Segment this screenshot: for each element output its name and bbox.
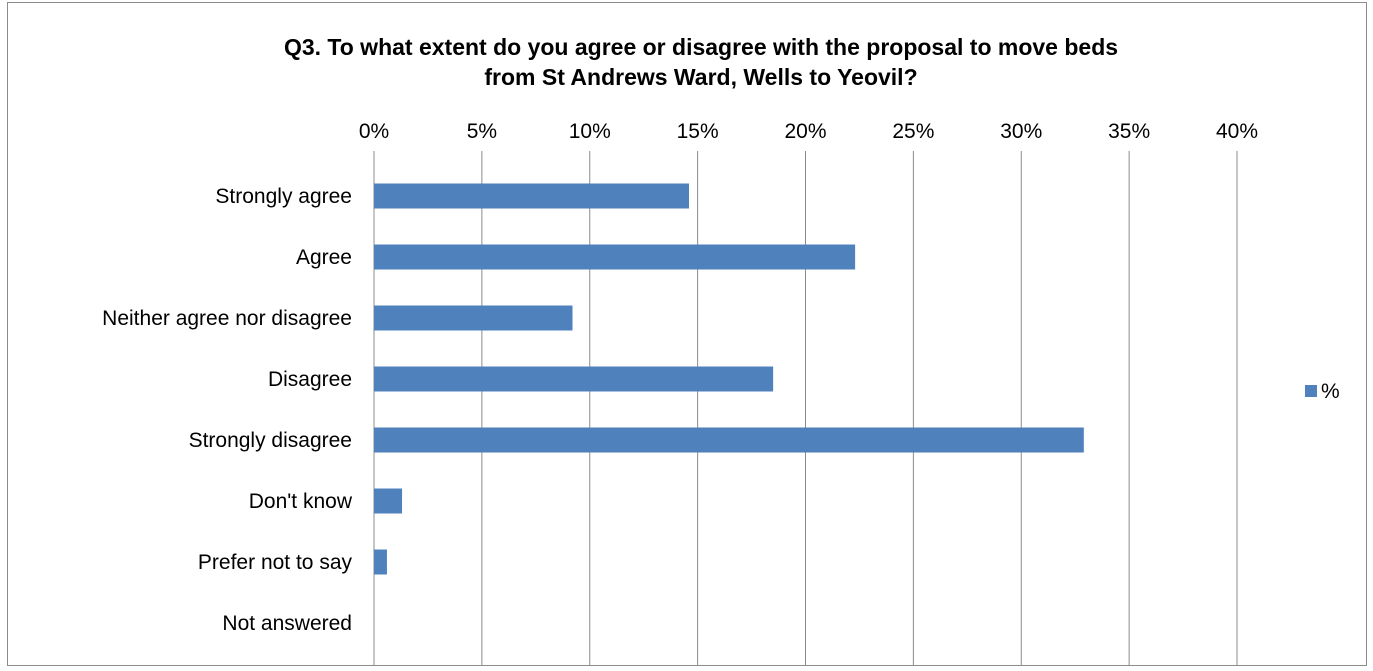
bar [374, 305, 573, 331]
x-tick-label: 0% [359, 120, 389, 143]
bars [374, 183, 1084, 575]
category-label: Strongly disagree [189, 429, 352, 452]
bar [374, 488, 403, 514]
legend-label: % [1321, 380, 1340, 403]
category-label: Agree [296, 246, 352, 269]
x-tick-label: 30% [1000, 120, 1042, 143]
x-tick-label: 20% [784, 120, 826, 143]
x-tick-label: 15% [677, 120, 719, 143]
category-label: Strongly agree [215, 185, 352, 208]
x-tick-label: 5% [467, 120, 497, 143]
bar [374, 183, 689, 209]
x-axis-tick-labels: 0% 5% 10% 15% 20% 25% 30% 35% 40% [359, 120, 1258, 143]
bar [374, 244, 856, 270]
bar [374, 366, 774, 392]
bar [374, 427, 1084, 453]
category-label: Disagree [268, 368, 352, 391]
bar-chart: Q3. To what extent do you agree or disag… [102, 34, 1340, 665]
x-tick-label: 40% [1216, 120, 1258, 143]
category-label: Prefer not to say [198, 551, 353, 574]
legend-swatch [1305, 385, 1317, 397]
x-tick-label: 10% [569, 120, 611, 143]
chart-title-line-2: from St Andrews Ward, Wells to Yeovil? [484, 64, 917, 90]
chart-frame: Q3. To what extent do you agree or disag… [7, 2, 1367, 666]
category-label: Don't know [249, 490, 353, 513]
bar [374, 549, 387, 575]
category-label: Neither agree nor disagree [102, 307, 352, 330]
x-tick-label: 35% [1108, 120, 1150, 143]
legend: % [1305, 380, 1340, 403]
x-tick-label: 25% [892, 120, 934, 143]
gridlines [373, 151, 1238, 665]
chart-title-line-1: Q3. To what extent do you agree or disag… [284, 34, 1118, 60]
category-label: Not answered [222, 612, 352, 635]
category-labels: Strongly agree Agree Neither agree nor dis… [102, 185, 353, 635]
